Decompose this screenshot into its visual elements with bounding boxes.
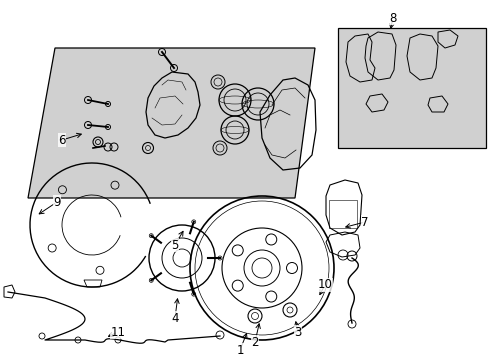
Text: 6: 6 xyxy=(58,134,65,147)
Text: 4: 4 xyxy=(171,311,179,324)
Text: 7: 7 xyxy=(361,216,368,229)
Bar xyxy=(328,200,356,228)
Text: 3: 3 xyxy=(294,325,301,338)
Text: 1: 1 xyxy=(236,343,243,356)
Bar xyxy=(337,28,485,148)
Text: 11: 11 xyxy=(110,325,125,338)
Text: 8: 8 xyxy=(388,12,396,24)
Polygon shape xyxy=(28,48,314,198)
Text: 5: 5 xyxy=(171,239,178,252)
Text: 9: 9 xyxy=(53,195,61,208)
Text: 10: 10 xyxy=(317,279,332,292)
Text: 2: 2 xyxy=(251,336,258,348)
